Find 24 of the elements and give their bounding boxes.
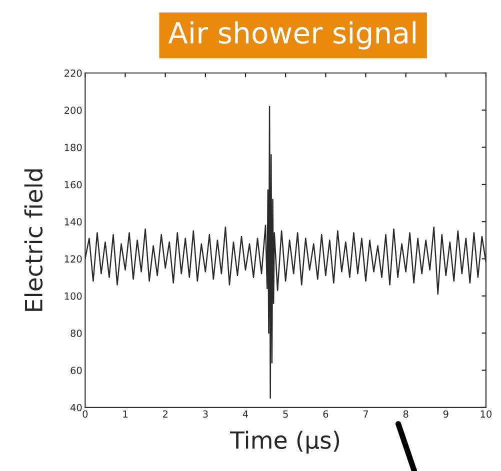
x-tick-label: 6 [323,410,328,418]
y-tick-label: 120 [64,255,82,263]
x-tick-label: 3 [203,410,208,418]
y-tick-label: 100 [64,292,82,300]
x-axis-title: Time (μs) [230,430,340,454]
x-tick-label: 4 [242,410,248,418]
x-tick-label: 7 [363,410,368,418]
y-tick-label: 60 [70,366,82,374]
y-tick-label: 200 [64,106,82,114]
chart-title: Air shower signal [168,21,416,50]
x-tick-label: 5 [283,410,288,418]
y-tick-label: 80 [70,330,82,337]
x-tick-label: 8 [403,410,408,418]
y-tick-label: 220 [64,69,82,77]
x-tick-label: 10 [480,410,492,418]
y-tick-label: 40 [70,404,82,412]
x-tick-label: 9 [443,410,448,418]
x-tick-label: 0 [82,410,88,418]
y-axis-title: Electric field [24,169,43,311]
x-tick-label: 1 [123,410,128,418]
y-tick-label: 140 [64,218,82,226]
x-tick-label: 2 [162,410,168,418]
y-tick-label: 160 [64,180,82,188]
y-tick-label: 180 [64,144,82,152]
